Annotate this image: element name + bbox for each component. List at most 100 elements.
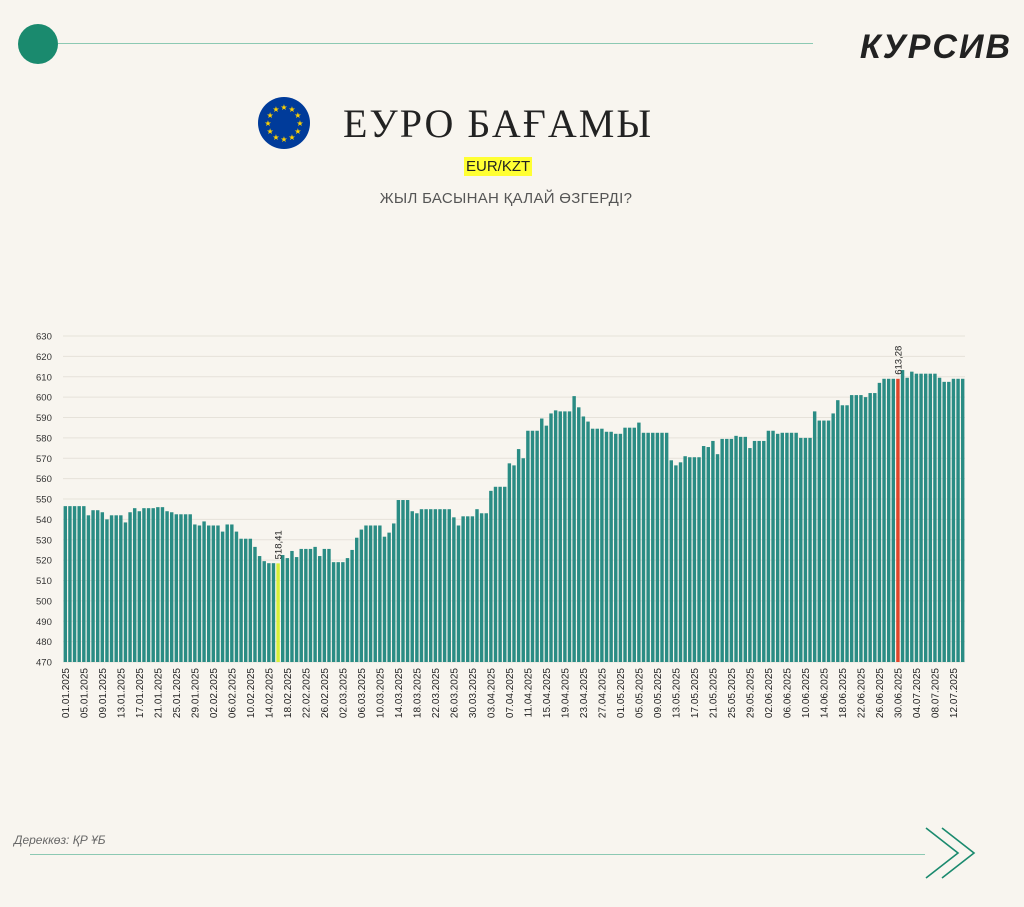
bar xyxy=(105,519,109,662)
x-tick-label: 30.03.2025 xyxy=(468,668,479,718)
bar xyxy=(290,550,294,662)
flag-star: ★ xyxy=(294,111,301,120)
x-tick-label: 03.04.2025 xyxy=(486,668,497,718)
bar xyxy=(896,378,900,662)
x-tick-label: 26.02.2025 xyxy=(320,668,331,718)
bar xyxy=(123,522,128,662)
chevron-right-icon[interactable] xyxy=(922,826,980,880)
bar xyxy=(664,432,669,662)
bar xyxy=(100,512,105,662)
bar xyxy=(276,563,280,662)
bar xyxy=(752,440,757,662)
bar xyxy=(910,371,914,662)
bar xyxy=(678,462,683,662)
bar xyxy=(91,510,95,662)
x-tick-label: 06.03.2025 xyxy=(357,668,368,718)
bar xyxy=(674,465,678,662)
bar xyxy=(757,440,761,662)
bar xyxy=(156,507,160,662)
bar xyxy=(660,432,664,662)
bar xyxy=(392,523,396,662)
x-tick-label: 13.01.2025 xyxy=(116,668,127,718)
x-tick-label: 18.02.2025 xyxy=(283,668,294,718)
bar xyxy=(530,430,535,662)
x-tick-label: 13.05.2025 xyxy=(671,668,682,718)
bar xyxy=(382,536,387,662)
bar xyxy=(211,525,216,662)
x-tick-label: 02.03.2025 xyxy=(338,668,349,718)
y-tick-label: 520 xyxy=(36,556,52,567)
bar xyxy=(313,546,317,662)
bar xyxy=(405,500,410,662)
flag-star: ★ xyxy=(288,133,295,142)
bar xyxy=(729,438,734,662)
bar xyxy=(928,373,933,662)
x-tick-label: 30.06.2025 xyxy=(893,668,904,718)
eu-flag-icon: ★ ★★★★★★★★★★★ xyxy=(258,97,310,149)
bar xyxy=(632,427,636,662)
bar xyxy=(558,411,562,662)
bar xyxy=(225,524,229,662)
y-tick-label: 550 xyxy=(36,495,52,506)
y-tick-label: 630 xyxy=(36,332,52,343)
bar xyxy=(142,508,146,662)
bar xyxy=(715,454,720,662)
bar xyxy=(886,378,891,662)
x-tick-label: 10.02.2025 xyxy=(246,668,257,718)
x-tick-label: 21.01.2025 xyxy=(153,668,164,718)
bar xyxy=(466,516,470,662)
y-tick-label: 510 xyxy=(36,576,52,587)
x-tick-label: 01.01.2025 xyxy=(61,668,72,718)
flag-star: ★ xyxy=(267,111,274,120)
x-tick-label: 11.04.2025 xyxy=(523,668,534,718)
bar xyxy=(553,410,558,662)
bar xyxy=(331,562,336,662)
x-tick-label: 18.06.2025 xyxy=(838,668,849,718)
bar xyxy=(442,509,447,662)
bar xyxy=(808,437,812,662)
bar xyxy=(119,515,123,662)
bar xyxy=(308,548,313,662)
flag-star: ★ xyxy=(272,133,279,142)
bar xyxy=(299,548,303,662)
bar xyxy=(526,430,530,662)
bar xyxy=(882,378,886,662)
bar xyxy=(785,432,789,662)
bar xyxy=(396,500,401,662)
x-tick-label: 23.04.2025 xyxy=(579,668,590,718)
bar xyxy=(549,413,553,662)
x-tick-label: 26.03.2025 xyxy=(449,668,460,718)
y-tick-label: 580 xyxy=(36,433,52,444)
y-tick-label: 570 xyxy=(36,454,52,465)
bar xyxy=(132,508,137,662)
bar xyxy=(355,537,359,662)
y-tick-label: 540 xyxy=(36,515,52,526)
accent-dot xyxy=(18,24,58,64)
bar xyxy=(933,373,937,662)
bar xyxy=(701,446,706,662)
brand-logo[interactable]: КУРСИВ xyxy=(859,28,1012,66)
bar xyxy=(257,556,262,662)
bar xyxy=(234,531,239,662)
x-tick-label: 15.04.2025 xyxy=(542,668,553,718)
bar xyxy=(595,428,599,662)
min-value-label: 518,41 xyxy=(274,530,285,559)
bar xyxy=(72,506,77,662)
bar xyxy=(919,373,923,662)
bar xyxy=(86,515,91,662)
bar xyxy=(461,516,465,662)
bar xyxy=(738,436,743,662)
bar xyxy=(341,562,345,662)
x-tick-label: 19.04.2025 xyxy=(560,668,571,718)
max-value-label: 613,28 xyxy=(893,346,904,375)
bar xyxy=(812,411,817,662)
x-tick-label: 05.01.2025 xyxy=(79,668,90,718)
bar xyxy=(387,532,391,662)
bar xyxy=(544,425,549,662)
y-tick-label: 610 xyxy=(36,372,52,383)
bar xyxy=(202,521,206,662)
eur-kzt-bar-chart: 470 480 490 500 510 520 530 540 550 560 570 580 590 6… xyxy=(36,332,965,718)
flag-star: ★ xyxy=(267,127,274,136)
bar xyxy=(438,509,442,662)
bar xyxy=(281,555,285,662)
